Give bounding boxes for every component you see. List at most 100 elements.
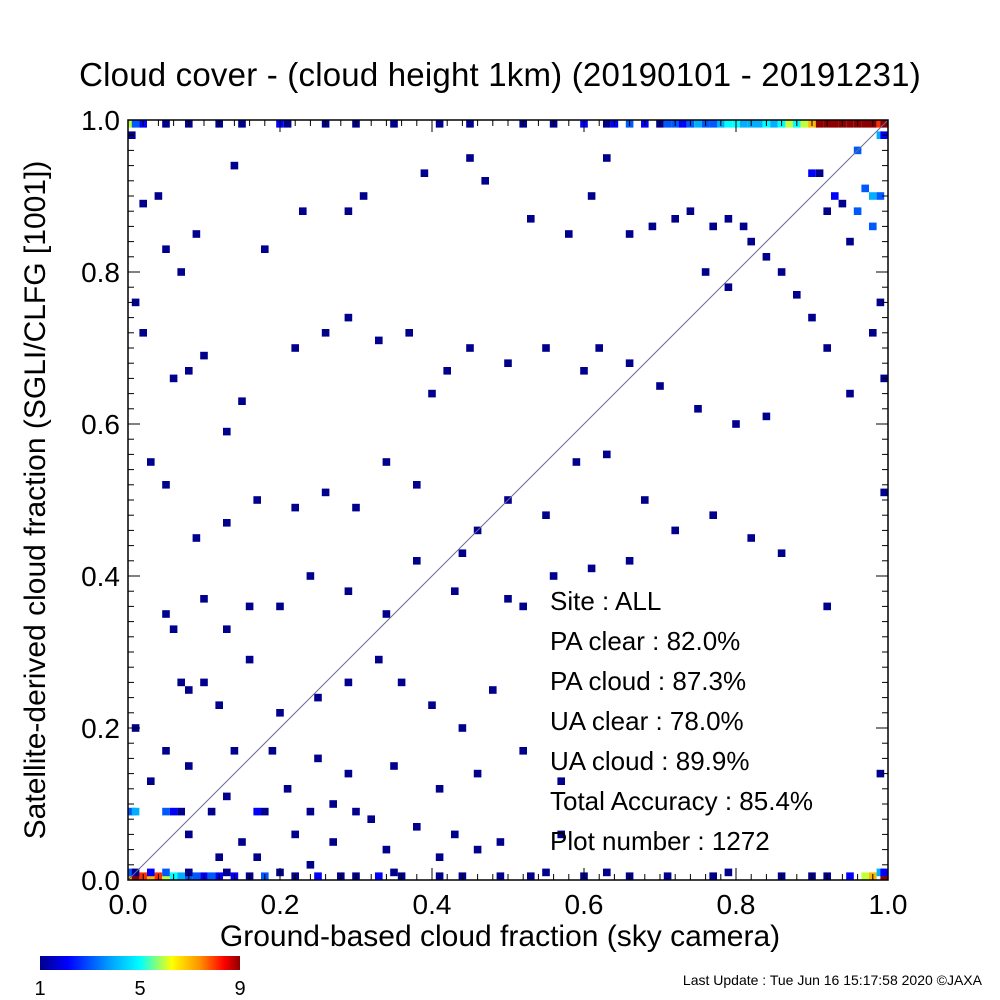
heatmap-cell (557, 777, 565, 785)
heatmap-cell (808, 169, 816, 177)
heatmap-cell (139, 329, 147, 337)
y-tick-labels: 0.0 0.2 0.4 0.6 0.8 1.0 (81, 105, 120, 896)
y-tick-label: 0.6 (81, 409, 120, 440)
heatmap-cell (245, 655, 254, 664)
heatmap-cell (223, 625, 231, 633)
heatmap-cell (413, 557, 421, 565)
x-tick-label: 0.6 (565, 889, 604, 920)
stats-box: Site : ALL PA clear : 82.0% PA cloud : 87.… (550, 586, 813, 856)
heatmap-cell (420, 169, 429, 177)
heatmap-cell (238, 120, 246, 128)
heatmap-cell (603, 154, 611, 162)
heatmap-cell (580, 367, 588, 375)
heatmap-cell (276, 602, 284, 611)
x-tick-label: 0.2 (261, 889, 300, 920)
heatmap-cell (770, 120, 778, 128)
heatmap-cell (162, 481, 170, 489)
heatmap-cell (352, 807, 360, 816)
heatmap-cell (739, 222, 748, 231)
heatmap-cell (808, 313, 816, 322)
heatmap-cell (314, 872, 322, 880)
heatmap-cell (876, 192, 885, 200)
heatmap-cell (139, 199, 147, 208)
stats-line: UA clear : 78.0% (550, 706, 744, 736)
heatmap-cell (747, 237, 755, 246)
heatmap-cell (435, 785, 444, 793)
heatmap-cell (435, 872, 444, 880)
heatmap-cell (496, 838, 505, 846)
heatmap-cell (162, 120, 170, 128)
heatmap-cell (177, 872, 185, 880)
heatmap-cell (603, 120, 611, 128)
heatmap-cell (709, 511, 717, 519)
heatmap-cell (785, 120, 793, 128)
heatmap-cell (344, 313, 353, 322)
heatmap-cell (823, 602, 831, 611)
y-tick-label: 0.8 (81, 257, 120, 288)
stats-line: Site : ALL (550, 586, 661, 616)
heatmap-cell (679, 120, 687, 128)
x-tick-labels: 0.0 0.2 0.4 0.6 0.8 1.0 (109, 889, 908, 920)
heatmap-cell (876, 298, 885, 307)
heatmap-cell (603, 450, 611, 459)
heatmap-cell (375, 336, 383, 345)
heatmap-cell (162, 872, 170, 880)
heatmap-cell (458, 549, 467, 557)
heatmap-cell (428, 389, 436, 398)
y-tick-label: 0.4 (81, 561, 120, 592)
heatmap-cell (724, 868, 733, 877)
heatmap-cell (131, 872, 140, 880)
heatmap-cell (603, 868, 611, 877)
heatmap-cell (276, 709, 284, 717)
heatmap-cell (527, 872, 535, 880)
heatmap-cell (724, 283, 733, 291)
heatmap-cell (869, 329, 877, 337)
heatmap-cell (641, 496, 649, 504)
heatmap-cell (192, 534, 201, 542)
heatmap-cell (200, 351, 208, 360)
y-tick-label: 1.0 (81, 105, 120, 136)
last-update-footer: Last Update : Tue Jun 16 15:17:58 2020 ©… (682, 972, 982, 988)
heatmap-cell (268, 747, 277, 755)
heatmap-cell (481, 177, 489, 185)
heatmap-cell (724, 215, 733, 223)
heatmap-cell (876, 120, 885, 128)
colorbar-tick-label: 1 (34, 978, 45, 1000)
heatmap-cell (565, 230, 573, 238)
x-tick-label: 0.0 (109, 889, 148, 920)
heatmap-cell (793, 291, 801, 299)
heatmap-cell (215, 853, 223, 861)
heatmap-cell (147, 777, 155, 785)
heatmap-cell (314, 754, 322, 763)
heatmap-cell (131, 120, 140, 128)
heatmap-cell (663, 872, 672, 880)
heatmap-cell (291, 503, 299, 512)
heatmap-cell (466, 120, 474, 128)
heatmap-cell (223, 792, 231, 801)
heatmap-cell (549, 572, 558, 580)
heatmap-cell (344, 678, 353, 687)
heatmap-cell (777, 549, 786, 557)
colorbar-tick-label: 5 (134, 978, 145, 1000)
heatmap-cell (861, 120, 869, 128)
heatmap-cell (397, 678, 406, 687)
heatmap-cell (344, 587, 353, 595)
heatmap-cell (831, 192, 839, 200)
y-tick-label: 0.0 (81, 865, 120, 896)
heatmap-cell (846, 872, 854, 880)
heatmap-cell (245, 602, 254, 611)
heatmap-cell (261, 807, 269, 816)
heatmap-cell (880, 488, 888, 497)
heatmap-cell (724, 120, 733, 128)
heatmap-cell (169, 374, 178, 383)
heatmap-cell (253, 853, 261, 861)
colorbar-tick-labels: 1 5 9 (34, 978, 245, 1000)
heatmap-cell (587, 192, 596, 200)
stats-line: UA cloud : 89.9% (550, 746, 749, 776)
x-axis-label: Ground-based cloud fraction (sky camera) (219, 920, 781, 953)
heatmap-cell (861, 184, 869, 193)
heatmap-cell (861, 872, 869, 880)
heatmap-cell (777, 268, 786, 276)
